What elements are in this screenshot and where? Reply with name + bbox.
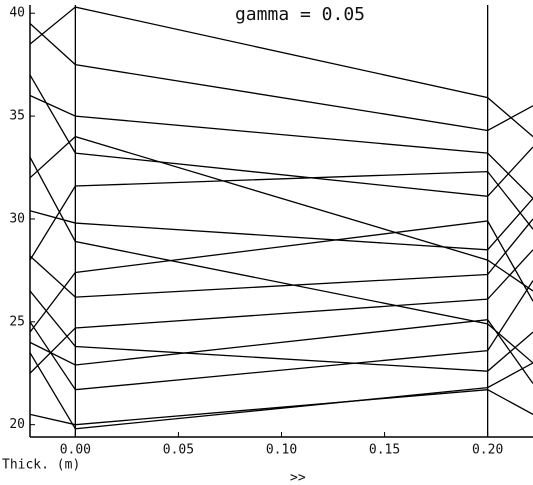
x-tick-label: 0.20: [472, 443, 503, 458]
series-line: [29, 280, 533, 391]
series-line: [29, 319, 533, 384]
series-line: [29, 74, 533, 197]
x-axis-label: Thick. (m): [2, 458, 80, 473]
footer-mark: >>: [290, 471, 306, 485]
series-line: [29, 352, 533, 430]
x-tick-label: 0.15: [369, 443, 400, 458]
series-line: [29, 23, 533, 132]
y-tick-label: 30: [9, 211, 25, 226]
series-line: [29, 156, 533, 364]
x-tick-label: 0.05: [163, 443, 194, 458]
series-line: [29, 290, 533, 372]
y-tick-label: 20: [9, 417, 25, 432]
series-line: [29, 197, 533, 251]
y-tick-label: 40: [9, 6, 25, 21]
chart-title: gamma = 0.05: [235, 4, 365, 25]
y-tick-label: 35: [9, 109, 25, 124]
series-line: [29, 218, 533, 298]
series-line: [29, 170, 533, 261]
x-tick-label: 0.10: [266, 443, 297, 458]
series-line: [29, 249, 533, 374]
series-line: [29, 94, 533, 199]
x-tick-label: 0.00: [60, 443, 91, 458]
series-line: [29, 135, 533, 292]
y-tick-label: 25: [9, 314, 25, 329]
series-line: [29, 220, 533, 333]
series-line: [29, 6, 533, 138]
series-line: [29, 389, 533, 426]
